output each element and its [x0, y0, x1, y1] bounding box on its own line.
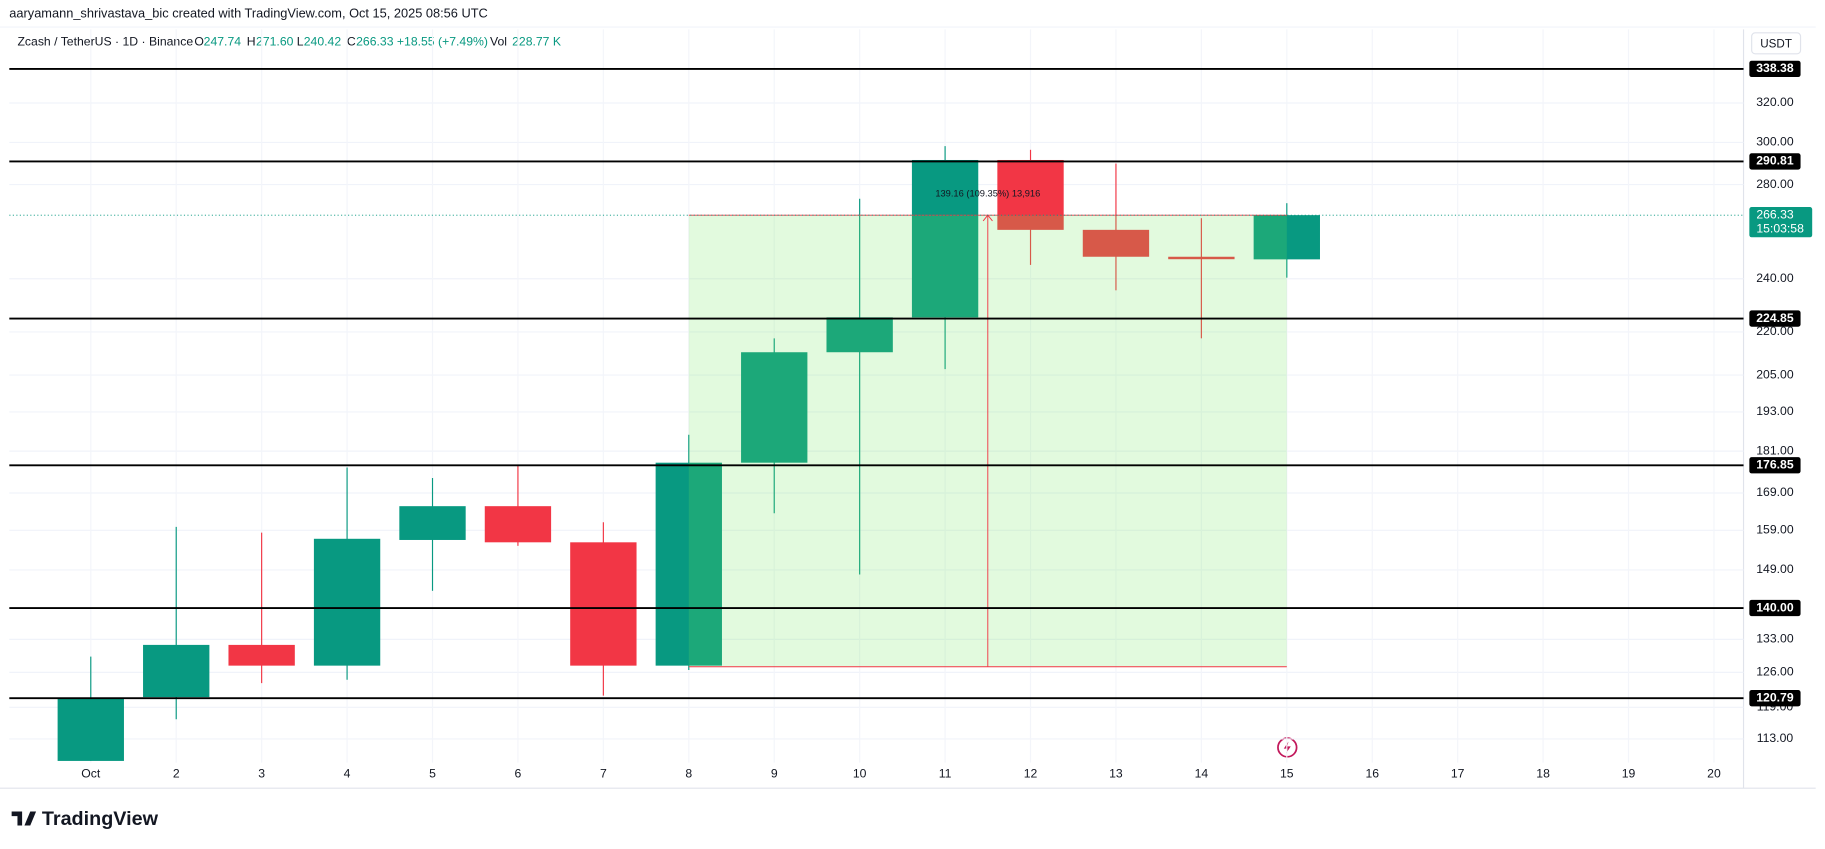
- x-tick-label: 8: [685, 766, 692, 780]
- ohlc-label: L: [297, 34, 304, 48]
- y-tick-label: 133.00: [1756, 632, 1794, 646]
- x-tick-label: 18: [1536, 766, 1550, 780]
- level-tag: [1749, 153, 1801, 170]
- x-tick-label: 16: [1365, 766, 1379, 780]
- change: +18.55 (+7.49%): [397, 34, 488, 48]
- candle-body: [997, 159, 1064, 230]
- y-unit: USDT: [1760, 38, 1792, 51]
- candle-body: [484, 506, 552, 543]
- ohlc-value: 271.60: [256, 34, 294, 48]
- level-tag: [1749, 310, 1801, 327]
- volume: 228.77 K: [512, 34, 562, 48]
- candle-body: [143, 644, 210, 698]
- level-label: 338.38: [1756, 61, 1794, 75]
- level-label: 140.00: [1756, 600, 1794, 614]
- level-label: 120.79: [1756, 690, 1794, 704]
- x-tick-label: 12: [1024, 766, 1038, 780]
- candle-body: [826, 317, 893, 353]
- ohlc-value: 247.74: [204, 34, 242, 48]
- ohlc-value: 266.33: [356, 34, 394, 48]
- candle-body: [399, 506, 466, 540]
- ohlc-value: 240.42: [304, 34, 342, 48]
- x-tick-label: 10: [853, 766, 867, 780]
- last-price-label: 266.33: [1756, 207, 1794, 221]
- logo-mark: [11, 811, 37, 826]
- y-tick-label: 193.00: [1756, 404, 1794, 418]
- level-label: 224.85: [1756, 311, 1794, 325]
- x-tick-label: 15: [1280, 766, 1294, 780]
- x-tick-label: 9: [771, 766, 778, 780]
- x-tick-label: Oct: [81, 766, 101, 780]
- y-tick-label: 280.00: [1756, 177, 1794, 191]
- candle-body: [57, 698, 124, 761]
- candle-body: [655, 462, 722, 666]
- last-price-tag: [1749, 207, 1813, 238]
- candle-body: [570, 542, 637, 666]
- level-tag: [1749, 60, 1801, 78]
- y-tick-label: 205.00: [1756, 367, 1794, 381]
- x-tick-label: 11: [939, 766, 952, 780]
- y-tick-label: 181.00: [1756, 443, 1794, 457]
- x-tick-label: 20: [1707, 766, 1721, 780]
- candle-body: [911, 159, 979, 318]
- ohlc-label: O: [194, 34, 204, 48]
- ohlc-label: H: [247, 34, 256, 48]
- unit-box: [1751, 32, 1802, 55]
- candle-body: [228, 644, 295, 666]
- y-tick-label: 149.00: [1756, 562, 1794, 576]
- plot-area: 113.00119.00126.00133.00149.00159.00169.…: [0, 26, 1816, 789]
- symbol: Zcash / TetherUS · 1D · Binance: [17, 34, 193, 48]
- level-tag: [1749, 599, 1801, 617]
- x-tick-label: 17: [1451, 766, 1465, 780]
- logo-text: TradingView: [42, 808, 159, 830]
- y-tick-label: 159.00: [1756, 523, 1794, 537]
- x-tick-label: 3: [258, 766, 265, 780]
- y-tick-label: 126.00: [1756, 665, 1794, 679]
- y-tick-label: 169.00: [1756, 485, 1794, 499]
- logo: TradingView: [11, 808, 159, 830]
- x-tick-label: 7: [600, 766, 607, 780]
- candle-body: [1253, 215, 1320, 260]
- volume-label: Vol: [490, 34, 507, 48]
- candle-body: [1168, 256, 1235, 260]
- x-tick-label: 14: [1195, 766, 1209, 780]
- y-tick-label: 320.00: [1756, 95, 1794, 109]
- level-tag: [1749, 690, 1801, 707]
- ohlc-label: C: [347, 34, 356, 48]
- candle-body: [313, 538, 381, 666]
- credit: aaryamann_shrivastava_bic created with T…: [9, 6, 487, 21]
- y-tick-label: 240.00: [1756, 271, 1794, 285]
- level-label: 176.85: [1756, 458, 1794, 472]
- x-tick-label: 13: [1109, 766, 1123, 780]
- x-tick-label: 4: [344, 766, 351, 780]
- x-tick-label: 2: [173, 766, 180, 780]
- x-tick-label: 5: [429, 766, 436, 780]
- measure-label: 139.16 (109.35%) 13,916: [935, 189, 1040, 199]
- x-tick-label: 6: [515, 766, 522, 780]
- y-tick-label: 220.00: [1756, 324, 1794, 338]
- candle-body: [741, 352, 808, 463]
- countdown: 15:03:58: [1756, 221, 1804, 235]
- candle-body: [1082, 229, 1150, 257]
- level-label: 290.81: [1756, 154, 1794, 168]
- x-tick-label: 19: [1622, 766, 1636, 780]
- y-tick-label: 113.00: [1757, 731, 1794, 745]
- y-tick-label: 300.00: [1756, 135, 1794, 149]
- level-tag: [1749, 457, 1801, 474]
